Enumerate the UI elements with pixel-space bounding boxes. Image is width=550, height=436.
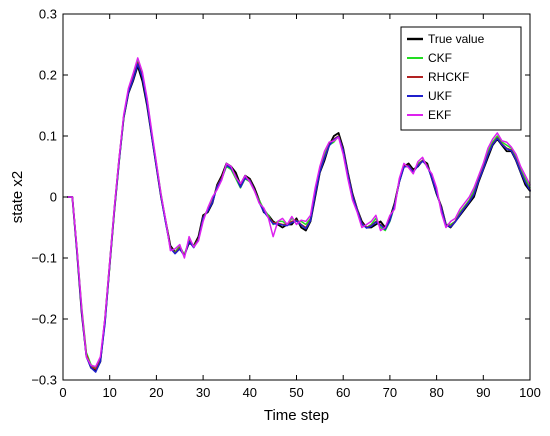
x-tick-label: 30 bbox=[196, 385, 210, 400]
y-tick-label: 0 bbox=[50, 190, 57, 205]
y-tick-label: 0.2 bbox=[39, 68, 57, 83]
x-tick-label: 50 bbox=[289, 385, 303, 400]
x-tick-label: 70 bbox=[383, 385, 397, 400]
legend-label: UKF bbox=[428, 89, 452, 103]
x-tick-label: 80 bbox=[429, 385, 443, 400]
legend-label: True value bbox=[428, 32, 485, 46]
y-axis-label: state x2 bbox=[9, 171, 26, 224]
x-tick-label: 10 bbox=[102, 385, 116, 400]
x-tick-label: 90 bbox=[476, 385, 490, 400]
x-tick-label: 20 bbox=[149, 385, 163, 400]
x-axis-label: Time step bbox=[264, 407, 329, 424]
y-tick-label: −0.2 bbox=[31, 312, 57, 327]
legend-label: EKF bbox=[428, 108, 451, 122]
series-layer bbox=[66, 57, 531, 373]
y-tick-label: 0.1 bbox=[39, 129, 57, 144]
legend-box bbox=[400, 26, 522, 131]
x-tick-label: 40 bbox=[243, 385, 257, 400]
x-tick-label: 0 bbox=[59, 385, 66, 400]
legend-label: RHCKF bbox=[428, 70, 469, 84]
axes-layer: 0 10 20 30 40 50 60 70 80 90 100 −0.3 −0.2 −0.1 0 0.1 0.… bbox=[31, 7, 541, 401]
x-tick-label: 100 bbox=[519, 385, 541, 400]
legend-label: CKF bbox=[428, 51, 452, 65]
legend: True value CKF RHCKF UKF EKF bbox=[400, 26, 522, 131]
y-tick-label: 0.3 bbox=[39, 7, 57, 22]
y-tick-label: −0.1 bbox=[31, 251, 57, 266]
y-tick-label: −0.3 bbox=[31, 373, 57, 388]
x-tick-label: 60 bbox=[336, 385, 350, 400]
series-line-ekf bbox=[66, 57, 531, 368]
